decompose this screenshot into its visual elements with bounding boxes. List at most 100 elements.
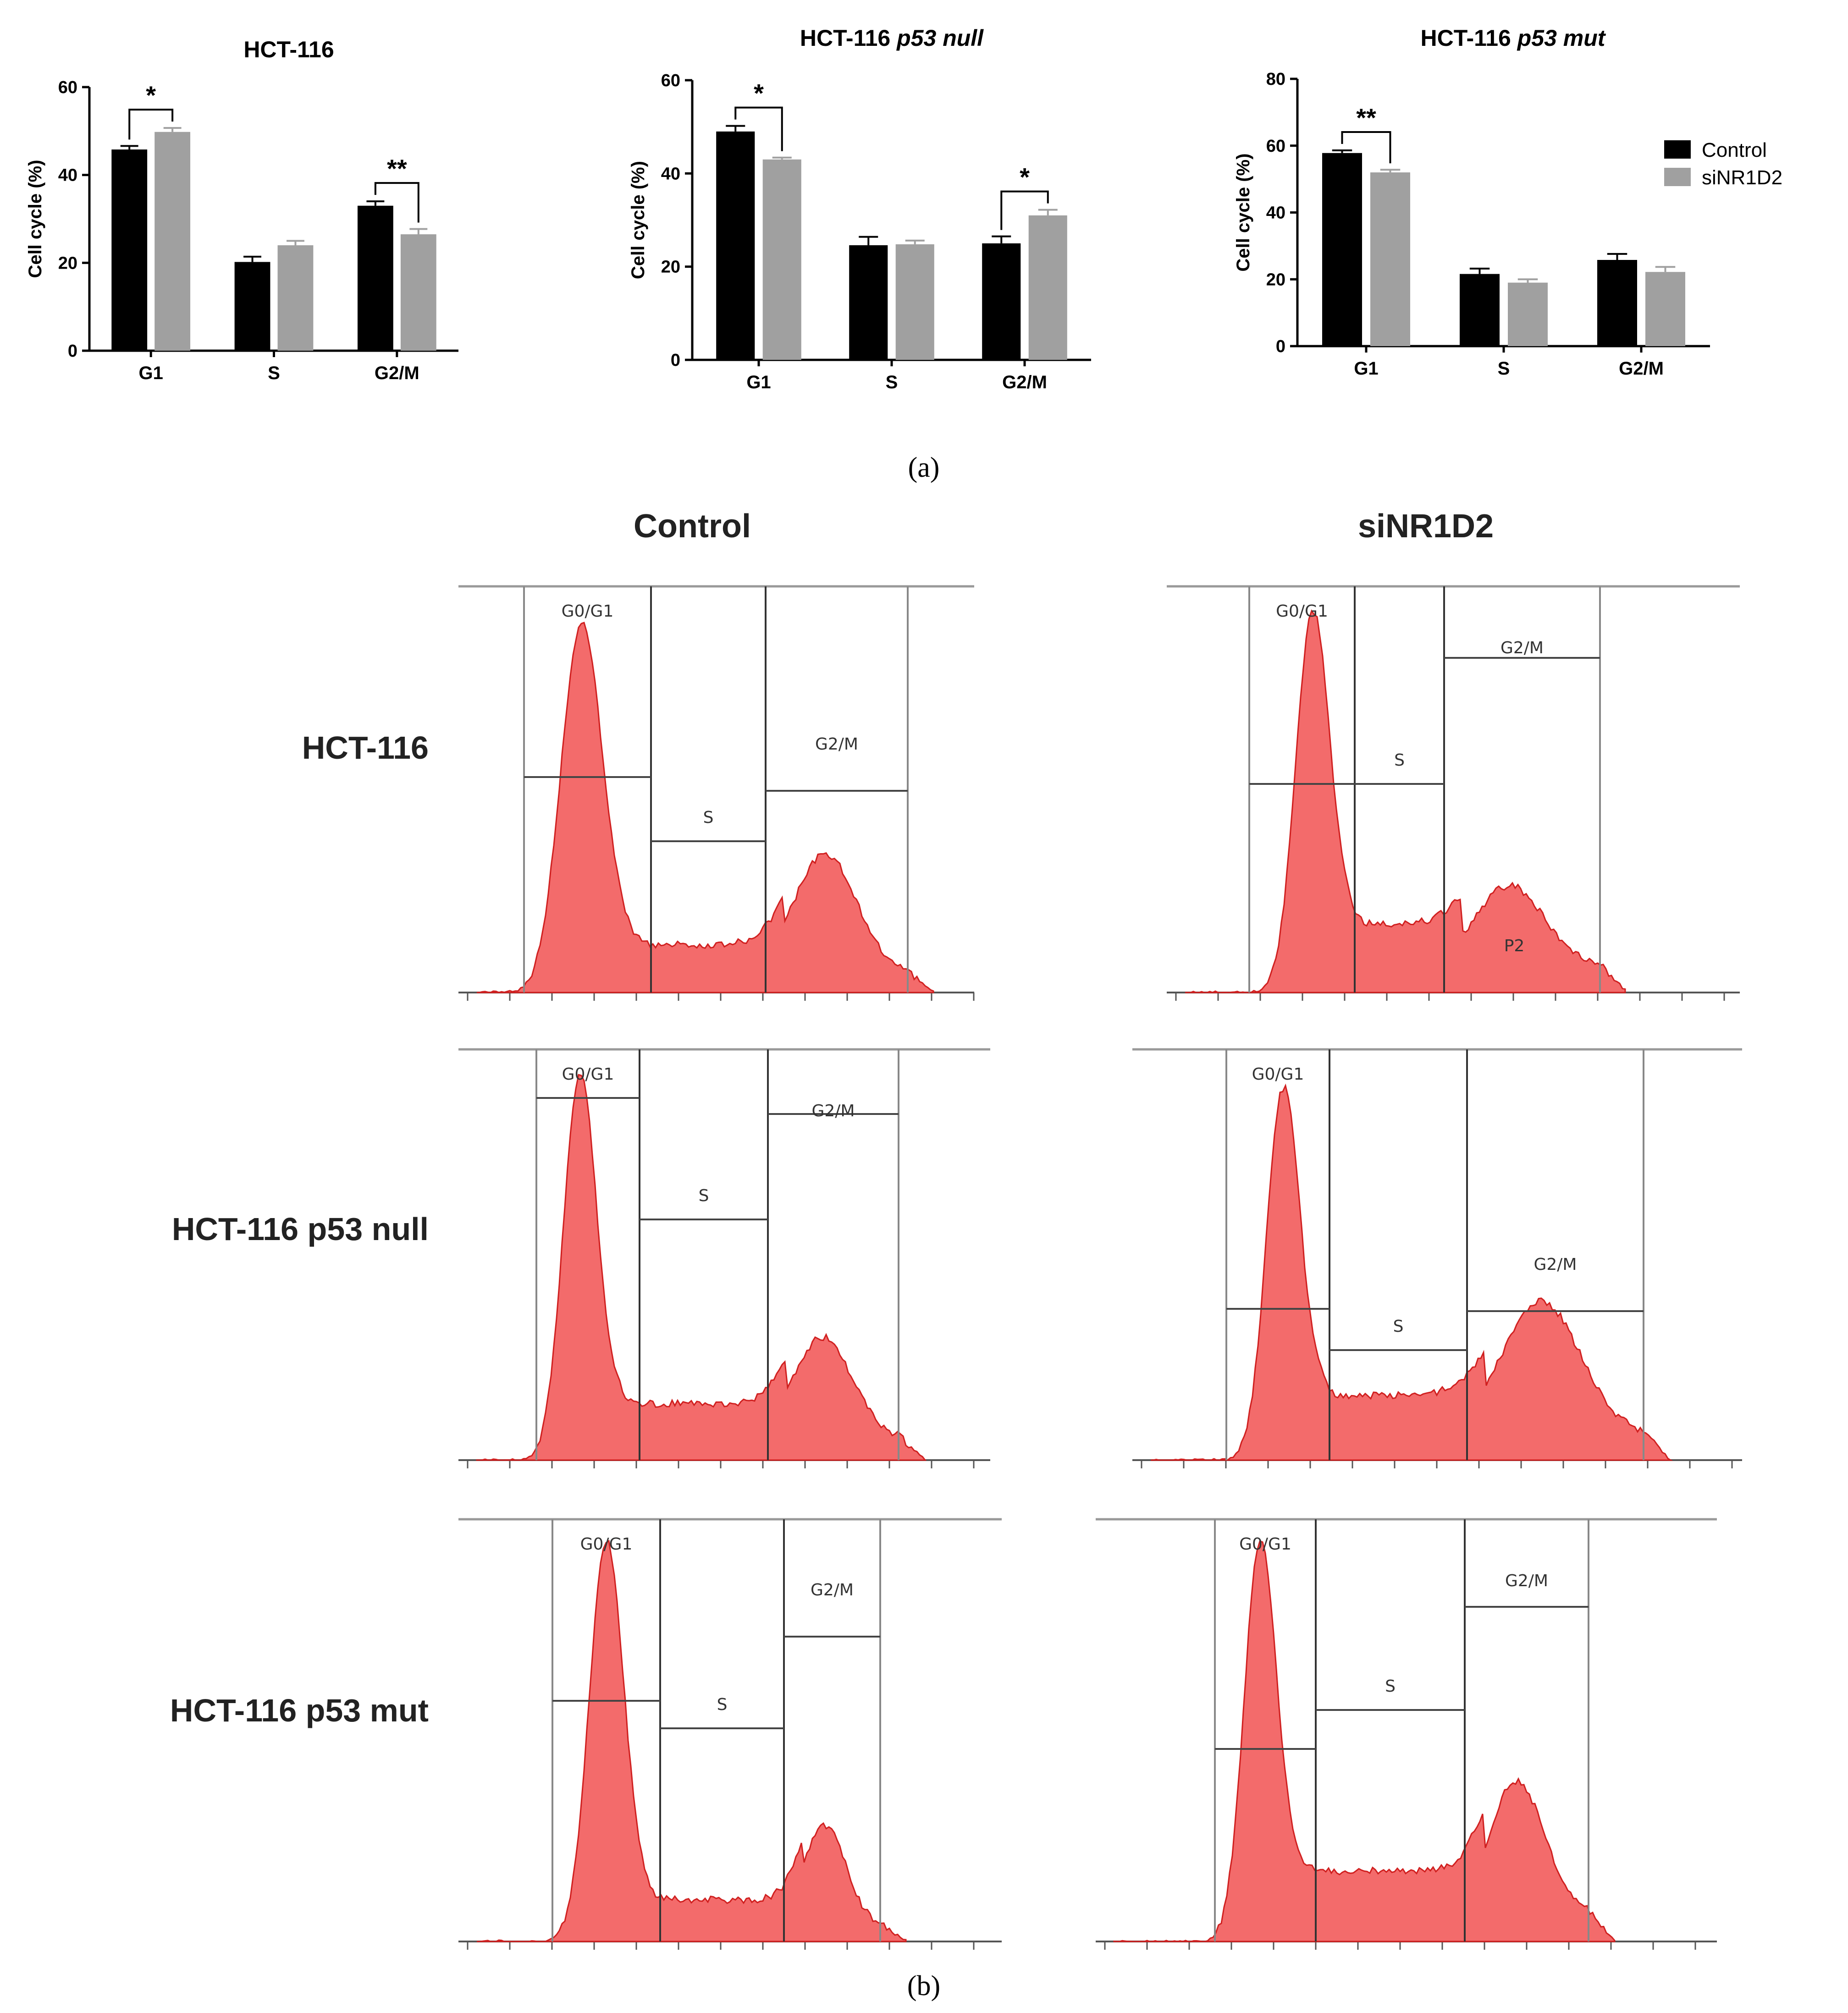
significance-label: *	[754, 79, 764, 108]
gate-label-g0-g1: G0/G1	[580, 1535, 633, 1554]
gate-label-s: S	[699, 1186, 709, 1205]
gate-label-g0-g1: G0/G1	[1276, 602, 1328, 621]
chart-title: HCT-116 p53 null	[800, 25, 984, 51]
gate-label-s: S	[1385, 1677, 1396, 1696]
histogram-curve	[1185, 609, 1626, 993]
y-tick-label: 20	[661, 258, 680, 277]
y-tick-label: 80	[1266, 70, 1285, 89]
x-tick-label: G2/M	[375, 363, 419, 383]
legend: Control siNR1D2	[1664, 139, 1782, 189]
gate-label-s: S	[703, 808, 714, 827]
y-tick-label: 0	[68, 342, 77, 361]
gate-label-g2-m: G2/M	[815, 735, 858, 754]
bar-control-g2m	[357, 205, 393, 351]
gate-label-s: S	[717, 1695, 728, 1714]
bar-control-g1	[111, 149, 148, 351]
y-tick-label: 60	[1266, 137, 1285, 156]
significance-bracket	[1341, 131, 1391, 164]
bar-sinr1d2-g1	[762, 159, 801, 360]
column-header-sinr1d2: siNR1D2	[1358, 508, 1494, 545]
chart-title-main: HCT-116	[800, 25, 897, 51]
bar-chart-2: HCT-116 p53 null 0 20 40 60 Cell cycle (%) G1 S…	[628, 25, 1091, 392]
histogram-4: G0/G1 S G2/M	[1132, 1048, 1742, 1468]
bar-sinr1d2-g2m	[400, 234, 436, 351]
y-tick-label: 20	[1266, 270, 1285, 289]
row-header-p53-null: HCT-116 p53 null	[172, 1211, 429, 1247]
y-axis-label: Cell cycle (%)	[628, 161, 648, 279]
x-tick-label: G2/M	[1002, 372, 1047, 392]
y-tick-label: 0	[1276, 337, 1285, 356]
y-axis-label: Cell cycle (%)	[25, 160, 45, 278]
histogram-curve	[476, 622, 934, 993]
histogram-3: G0/G1 S G2/M	[458, 1048, 990, 1468]
column-header-control: Control	[634, 508, 751, 545]
gate-label-g2-m: G2/M	[1505, 1572, 1548, 1590]
histogram-1: G0/G1 S G2/M	[458, 585, 975, 1001]
panel-label-b: (b)	[907, 1970, 940, 2002]
chart-title-italic: p53 null	[896, 25, 984, 51]
gate-label-s: S	[1393, 1317, 1404, 1336]
histogram-curve	[476, 1074, 927, 1461]
significance-bracket	[1000, 190, 1049, 230]
bar-sinr1d2-g2m	[1645, 272, 1685, 346]
bar-sinr1d2-g2m	[1028, 215, 1067, 360]
gate-label-g0-g1: G0/G1	[562, 602, 614, 621]
chart-title-italic: p53 mut	[1517, 25, 1606, 51]
bar-control-s	[1460, 274, 1500, 346]
x-tick-label: S	[886, 372, 898, 392]
gate-label-g2-m: G2/M	[812, 1102, 855, 1120]
bar-control-s	[849, 245, 888, 360]
significance-bracket	[374, 182, 419, 223]
legend-swatch-control	[1664, 140, 1691, 159]
significance-bracket	[128, 109, 174, 140]
gate-label-g0-g1: G0/G1	[562, 1065, 614, 1084]
flow-histograms: G0/G1 S G2/M G0/G1 S G2/M P2 G0/G1 S G2/M G0/G1 S G2…	[458, 585, 1742, 1950]
gate-label-g0-g1: G0/G1	[1239, 1535, 1291, 1554]
histogram-curve	[1151, 1083, 1673, 1461]
bar-sinr1d2-s	[1508, 282, 1548, 346]
histogram-5: G0/G1 S G2/M	[458, 1518, 1002, 1950]
x-tick-label: G1	[1354, 358, 1378, 379]
histogram-2: G0/G1 S G2/M P2	[1167, 585, 1740, 1001]
gate-label-g0-g1: G0/G1	[1252, 1065, 1304, 1084]
bar-sinr1d2-s	[895, 244, 934, 360]
gate-label-g2-m: G2/M	[811, 1581, 854, 1599]
y-tick-label: 40	[58, 166, 77, 185]
y-tick-label: 40	[661, 164, 680, 183]
bar-control-g2m	[982, 243, 1021, 360]
significance-label: **	[387, 154, 407, 183]
x-tick-label: S	[268, 363, 280, 383]
row-header-p53-mut: HCT-116 p53 mut	[170, 1693, 429, 1728]
chart-title: HCT-116 p53 mut	[1421, 25, 1606, 51]
bar-chart-3: HCT-116 p53 mut 0 20 40 60 80 Cell cycle (%) G1…	[1233, 25, 1710, 379]
significance-label: *	[146, 81, 156, 110]
significance-label: **	[1356, 103, 1376, 132]
chart-title-main: HCT-116	[1421, 25, 1517, 51]
histogram-6: G0/G1 S G2/M	[1096, 1518, 1717, 1950]
histogram-curve	[477, 1539, 907, 1942]
y-tick-label: 60	[58, 78, 77, 97]
y-axis-label: Cell cycle (%)	[1233, 154, 1253, 272]
bar-control-g1	[1322, 153, 1362, 346]
y-tick-label: 60	[661, 71, 680, 90]
y-tick-label: 0	[671, 351, 680, 370]
bar-sinr1d2-g1	[154, 132, 191, 351]
significance-bracket	[734, 106, 783, 151]
legend-label-control: Control	[1702, 139, 1767, 161]
bar-sinr1d2-s	[277, 245, 314, 351]
x-tick-label: G1	[138, 363, 163, 383]
legend-label-sinr1d2: siNR1D2	[1702, 166, 1782, 189]
x-tick-label: G2/M	[1619, 358, 1664, 379]
y-tick-label: 40	[1266, 204, 1285, 223]
bar-control-g2m	[1597, 259, 1637, 346]
chart-title: HCT-116	[243, 37, 334, 62]
row-header-hct116: HCT-116	[302, 730, 429, 766]
panel-label-a: (a)	[908, 452, 940, 483]
gate-label-s: S	[1394, 751, 1405, 770]
significance-label: *	[1020, 163, 1030, 192]
bar-control-s	[234, 262, 270, 351]
x-tick-label: G1	[746, 372, 771, 392]
bar-control-g1	[716, 131, 755, 360]
